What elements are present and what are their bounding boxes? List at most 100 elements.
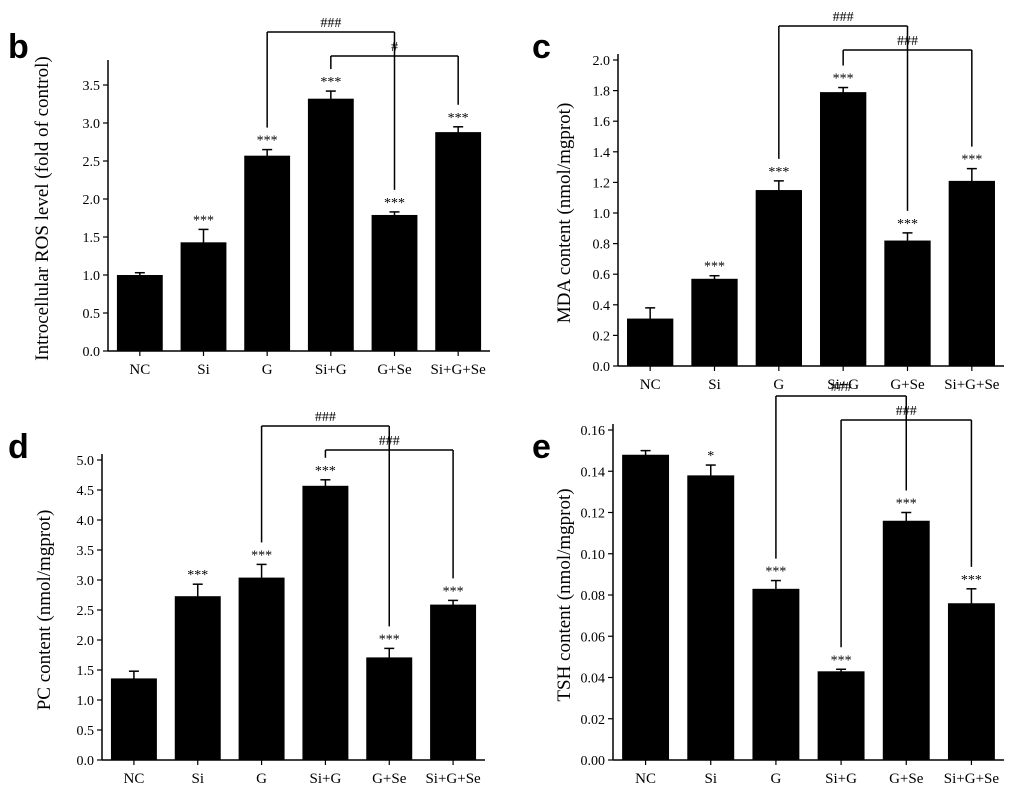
panel-letter: e — [532, 428, 551, 466]
y-tick-label: 0.06 — [581, 630, 606, 645]
x-tick-label: G+Se — [372, 771, 407, 787]
x-tick-label: NC — [129, 362, 150, 378]
y-tick-label: 1.0 — [593, 207, 611, 222]
y-tick-label: 0.00 — [581, 754, 606, 769]
y-tick-label: 2.0 — [593, 54, 611, 69]
bar-NC — [110, 678, 157, 760]
bar-Si+G+Se — [430, 604, 477, 760]
y-tick-label: 1.5 — [77, 664, 95, 679]
significance-marker: *** — [193, 213, 214, 228]
bracket-label: ### — [315, 410, 336, 425]
bracket-label: ### — [897, 34, 918, 49]
bar-Si — [687, 475, 735, 760]
bar-Si+G+Se — [948, 180, 995, 366]
bracket-label: ### — [831, 380, 852, 395]
y-tick-label: 2.0 — [83, 193, 101, 208]
y-tick-label: 1.5 — [83, 231, 101, 246]
x-tick-label: Si — [704, 771, 717, 787]
significance-marker: *** — [768, 165, 789, 180]
significance-marker: *** — [320, 75, 341, 90]
bar-Si+G — [307, 98, 354, 352]
significance-marker: *** — [896, 497, 917, 512]
x-tick-label: Si — [197, 362, 210, 378]
x-tick-label: G — [770, 771, 781, 787]
significance-marker: *** — [961, 573, 982, 588]
y-tick-label: 0.5 — [83, 307, 101, 322]
significance-marker: *** — [384, 196, 405, 211]
x-tick-label: NC — [635, 771, 656, 787]
significance-marker: *** — [831, 653, 852, 668]
y-tick-label: 3.0 — [83, 117, 101, 132]
x-tick-label: G+Se — [377, 362, 412, 378]
bar-Si+G+Se — [435, 132, 482, 351]
y-tick-label: 1.8 — [593, 85, 611, 100]
panel-e: e 0.00 0.02 0.04 0.06 0.08 0.10 0.12 0.14 0.16 TSH… — [532, 380, 1004, 787]
bar-NC — [622, 454, 670, 760]
y-tick-label: 0.4 — [593, 299, 611, 314]
panel-letter: b — [8, 28, 29, 66]
bar-G — [752, 588, 800, 760]
y-tick-label: 4.0 — [77, 514, 95, 529]
bracket-label: # — [391, 40, 398, 55]
y-tick-label: 1.4 — [593, 146, 611, 161]
x-tick-label: Si+G+Se — [431, 362, 487, 378]
y-tick-label: 4.5 — [77, 484, 95, 499]
bracket-label: ### — [833, 10, 854, 25]
x-tick-label: Si+G+Se — [944, 771, 1000, 787]
y-tick-label: 5.0 — [77, 454, 95, 469]
bracket-label: ### — [379, 434, 400, 449]
significance-marker: *** — [443, 584, 464, 599]
bar-G — [244, 155, 291, 351]
y-tick-label: 2.5 — [77, 604, 95, 619]
y-tick-label: 0.2 — [593, 329, 611, 344]
y-tick-label: 0.5 — [77, 724, 95, 739]
significance-marker: *** — [379, 632, 400, 647]
panel-c: c 0.0 0.2 0.4 0.6 0.8 1.0 1.2 1.4 1.6 1.8 2.0 MDA co… — [532, 10, 1004, 393]
y-tick-label: 0.12 — [581, 507, 606, 522]
significance-marker: *** — [448, 111, 469, 126]
panel-letter: d — [8, 428, 29, 466]
bar-Si+G — [820, 92, 867, 366]
x-tick-label: Si — [191, 771, 204, 787]
significance-marker: *** — [187, 568, 208, 583]
panel-b: b 0.0 0.5 1.0 1.5 2.0 2.5 3.0 3.5 Introcellular R… — [8, 16, 490, 378]
x-tick-label: Si — [708, 377, 721, 393]
y-tick-label: 2.5 — [83, 155, 101, 170]
significance-marker: * — [707, 449, 714, 464]
x-tick-label: G — [256, 771, 267, 787]
y-tick-label: 0.08 — [581, 589, 606, 604]
x-tick-label: G+Se — [889, 771, 924, 787]
y-tick-label: 3.5 — [83, 79, 101, 94]
y-tick-label: 1.6 — [593, 115, 611, 130]
y-tick-label: 0.14 — [581, 465, 606, 480]
x-tick-label: Si+G — [310, 771, 342, 787]
bar-G+Se — [366, 657, 413, 760]
significance-marker: *** — [315, 464, 336, 479]
bar-G+Se — [371, 214, 418, 351]
bar-Si+G — [817, 671, 865, 760]
significance-marker: *** — [704, 260, 725, 275]
y-tick-label: 0.04 — [581, 672, 606, 687]
bar-NC — [116, 275, 163, 351]
y-tick-label: 3.0 — [77, 574, 95, 589]
y-tick-label: 0.0 — [593, 360, 611, 375]
y-tick-label: 0.0 — [77, 754, 95, 769]
x-tick-label: Si+G+Se — [425, 771, 481, 787]
bracket-label: ### — [320, 16, 341, 31]
y-tick-label: 1.2 — [593, 176, 611, 191]
significance-marker: *** — [961, 153, 982, 168]
y-tick-label: 0.0 — [83, 345, 101, 360]
bar-Si+G+Se — [947, 603, 995, 760]
panel-d: d 0.0 0.5 1.0 1.5 2.0 2.5 3.0 3.5 4.0 4.5 5.0 PC con… — [8, 410, 485, 787]
bar-Si — [180, 242, 227, 351]
x-tick-label: G+Se — [890, 377, 925, 393]
x-tick-label: Si+G — [315, 362, 347, 378]
significance-marker: *** — [257, 134, 278, 149]
bar-G+Se — [882, 520, 930, 760]
y-tick-label: 0.16 — [581, 424, 606, 439]
x-tick-label: NC — [640, 377, 661, 393]
y-axis-label: MDA content (nmol/mgprot) — [554, 103, 575, 324]
y-tick-label: 1.0 — [77, 694, 95, 709]
x-tick-label: NC — [123, 771, 144, 787]
x-tick-label: G — [773, 377, 784, 393]
